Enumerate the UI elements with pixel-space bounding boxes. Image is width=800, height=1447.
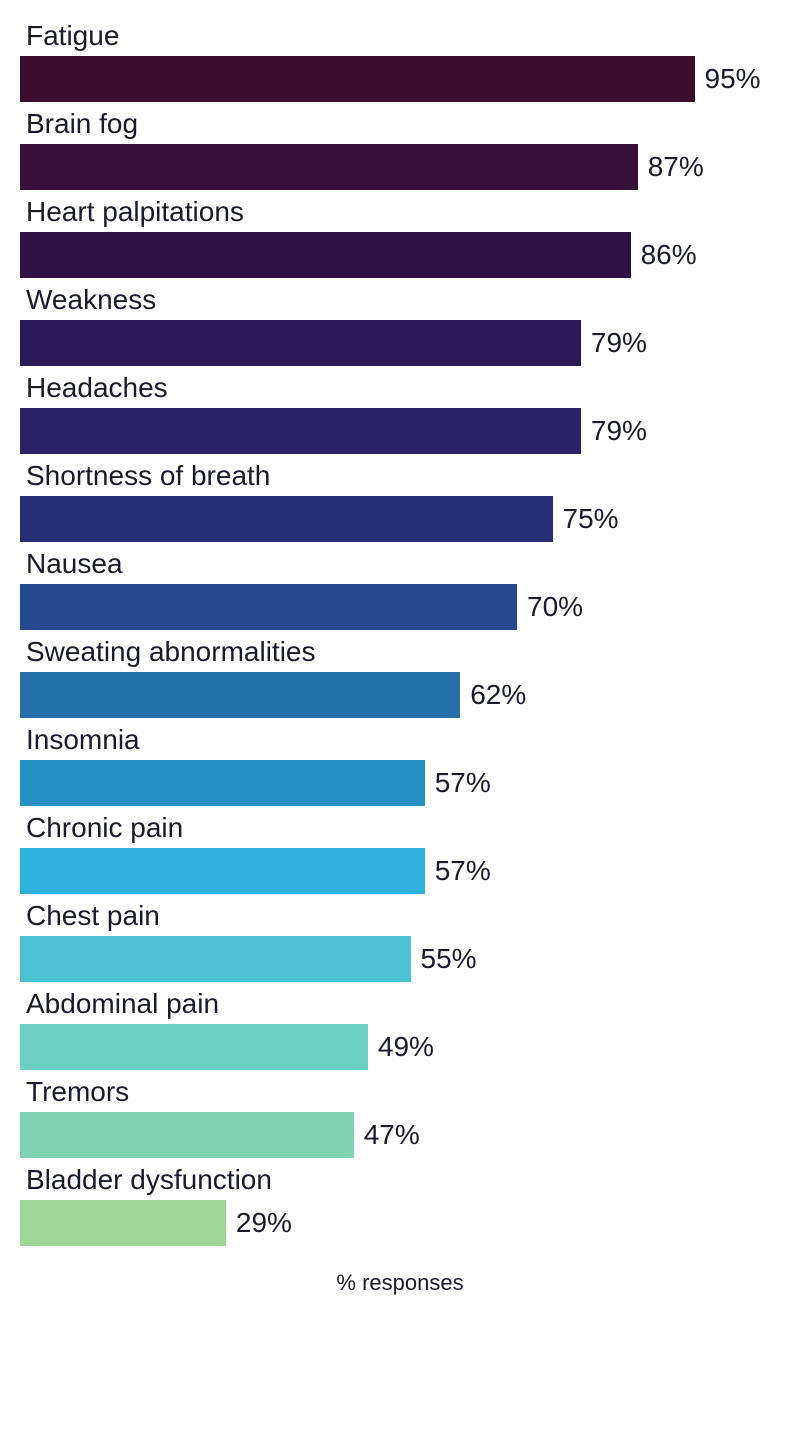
bar-label: Headaches	[20, 372, 780, 404]
bar-value: 75%	[563, 503, 619, 535]
bar-label: Shortness of breath	[20, 460, 780, 492]
bar-value: 62%	[470, 679, 526, 711]
bar-row: Fatigue 95%	[20, 20, 780, 102]
bar-value: 29%	[236, 1207, 292, 1239]
bar-row: Bladder dysfunction 29%	[20, 1164, 780, 1246]
bar-value: 79%	[591, 415, 647, 447]
bar-value: 95%	[705, 63, 761, 95]
bar	[20, 1112, 354, 1158]
bar	[20, 584, 517, 630]
bar	[20, 144, 638, 190]
bar-wrap: 79%	[20, 320, 780, 366]
bar-value: 49%	[378, 1031, 434, 1063]
bar	[20, 496, 553, 542]
bar-value: 79%	[591, 327, 647, 359]
bar-row: Nausea 70%	[20, 548, 780, 630]
bar-wrap: 75%	[20, 496, 780, 542]
bar-wrap: 62%	[20, 672, 780, 718]
bar-label: Tremors	[20, 1076, 780, 1108]
bar-value: 47%	[364, 1119, 420, 1151]
bar-value: 86%	[641, 239, 697, 271]
bar	[20, 56, 695, 102]
bar-label: Weakness	[20, 284, 780, 316]
bar-label: Fatigue	[20, 20, 780, 52]
bar-label: Insomnia	[20, 724, 780, 756]
bar-label: Abdominal pain	[20, 988, 780, 1020]
bar-row: Sweating abnormalities 62%	[20, 636, 780, 718]
bar	[20, 408, 581, 454]
bar-wrap: 95%	[20, 56, 780, 102]
bar-wrap: 47%	[20, 1112, 780, 1158]
bar-row: Headaches 79%	[20, 372, 780, 454]
bar-label: Heart palpitations	[20, 196, 780, 228]
bar-wrap: 70%	[20, 584, 780, 630]
bar	[20, 760, 425, 806]
bar-wrap: 57%	[20, 848, 780, 894]
bar-wrap: 49%	[20, 1024, 780, 1070]
bar	[20, 1200, 226, 1246]
bar-value: 87%	[648, 151, 704, 183]
bar-wrap: 86%	[20, 232, 780, 278]
bar-value: 57%	[435, 767, 491, 799]
bar-wrap: 57%	[20, 760, 780, 806]
symptom-bar-chart: Fatigue 95% Brain fog 87% Heart palpitations…	[20, 20, 780, 1246]
bar-label: Sweating abnormalities	[20, 636, 780, 668]
bar-row: Abdominal pain 49%	[20, 988, 780, 1070]
bar-row: Tremors 47%	[20, 1076, 780, 1158]
x-axis-label: % responses	[20, 1270, 780, 1296]
bar-value: 57%	[435, 855, 491, 887]
bar-row: Brain fog 87%	[20, 108, 780, 190]
bar-row: Shortness of breath 75%	[20, 460, 780, 542]
bar-value: 70%	[527, 591, 583, 623]
bar	[20, 1024, 368, 1070]
bar-wrap: 87%	[20, 144, 780, 190]
bar-label: Bladder dysfunction	[20, 1164, 780, 1196]
bar-row: Weakness 79%	[20, 284, 780, 366]
bar-label: Chest pain	[20, 900, 780, 932]
bar	[20, 848, 425, 894]
bar-row: Insomnia 57%	[20, 724, 780, 806]
bar-wrap: 55%	[20, 936, 780, 982]
bar	[20, 320, 581, 366]
bar-wrap: 29%	[20, 1200, 780, 1246]
bar-row: Heart palpitations 86%	[20, 196, 780, 278]
bar-row: Chronic pain 57%	[20, 812, 780, 894]
bar-wrap: 79%	[20, 408, 780, 454]
bar	[20, 672, 460, 718]
bar-label: Chronic pain	[20, 812, 780, 844]
bar-value: 55%	[421, 943, 477, 975]
bar-row: Chest pain 55%	[20, 900, 780, 982]
bar	[20, 232, 631, 278]
bar-label: Nausea	[20, 548, 780, 580]
bar	[20, 936, 411, 982]
bar-label: Brain fog	[20, 108, 780, 140]
